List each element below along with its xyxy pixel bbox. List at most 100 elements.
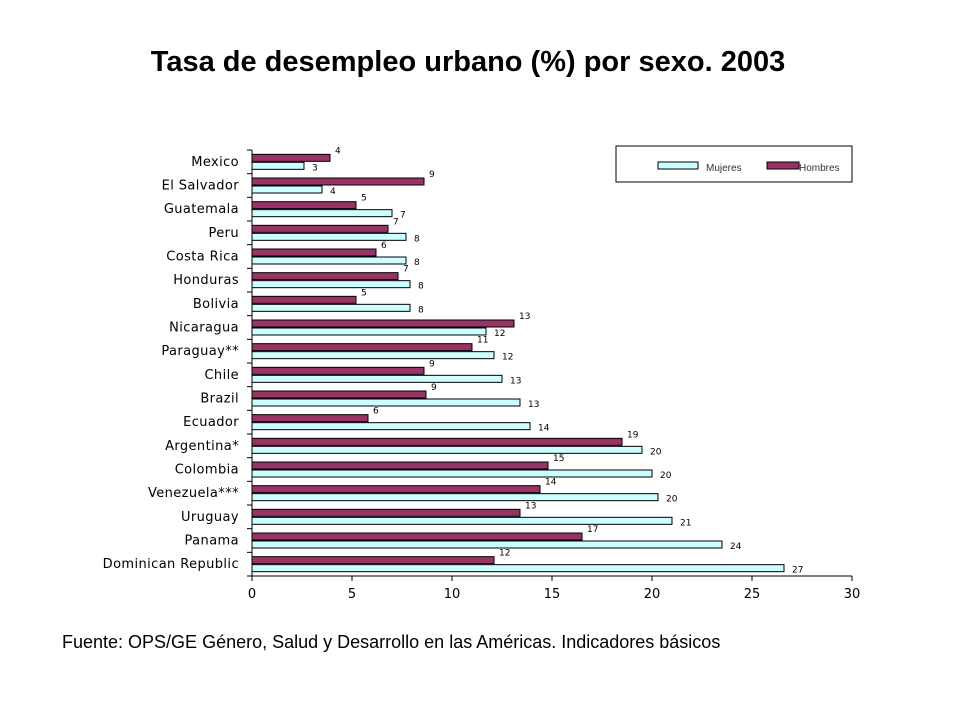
data-label-hombres: 7 xyxy=(393,217,399,227)
category-label: Bolivia xyxy=(193,297,239,312)
x-tick-label: 5 xyxy=(348,587,356,602)
data-label-mujeres: 3 xyxy=(312,163,318,173)
bar-hombres xyxy=(251,319,515,328)
data-label-mujeres: 8 xyxy=(418,305,424,315)
data-label-mujeres: 12 xyxy=(502,353,513,363)
category-label: Dominican Republic xyxy=(103,557,239,572)
x-tick-label: 30 xyxy=(844,587,861,602)
data-label-mujeres: 12 xyxy=(494,329,505,339)
category-label: Venezuela*** xyxy=(148,486,239,501)
data-label-hombres: 11 xyxy=(477,336,488,346)
bar-mujeres xyxy=(251,232,407,241)
bar-hombres xyxy=(251,248,377,257)
data-label-mujeres: 21 xyxy=(680,518,691,528)
x-tick-label: 20 xyxy=(644,587,661,602)
bar-mujeres xyxy=(251,351,495,360)
legend-swatch-hombres xyxy=(766,161,800,170)
x-tick-label: 15 xyxy=(544,587,561,602)
category-label: Ecuador xyxy=(183,415,239,430)
legend-label-mujeres: Mujeres xyxy=(706,163,742,174)
bar-mujeres xyxy=(251,209,393,218)
legend-box xyxy=(615,145,853,183)
category-label: Guatemala xyxy=(164,202,239,217)
bar-hombres xyxy=(251,295,357,304)
data-label-hombres: 15 xyxy=(553,454,564,464)
category-label: Honduras xyxy=(173,273,239,288)
x-tick-label: 10 xyxy=(444,587,461,602)
bar-hombres xyxy=(251,437,623,446)
bar-hombres xyxy=(251,343,473,352)
data-label-hombres: 9 xyxy=(429,359,435,369)
data-label-hombres: 4 xyxy=(335,146,341,156)
data-label-mujeres: 4 xyxy=(330,187,336,197)
bar-mujeres xyxy=(251,374,503,383)
data-label-mujeres: 13 xyxy=(528,400,539,410)
data-label-mujeres: 20 xyxy=(666,495,678,505)
legend-swatch-mujeres xyxy=(657,161,699,170)
data-label-hombres: 12 xyxy=(499,549,510,559)
data-label-hombres: 9 xyxy=(429,170,435,180)
category-label: Colombia xyxy=(175,463,239,478)
bar-mujeres xyxy=(251,161,305,170)
data-label-hombres: 13 xyxy=(519,312,530,322)
data-label-mujeres: 8 xyxy=(414,234,420,244)
bar-hombres xyxy=(251,508,521,517)
category-label: Peru xyxy=(208,226,239,241)
bar-mujeres xyxy=(251,564,785,573)
category-label: Uruguay xyxy=(181,510,239,525)
data-label-mujeres: 27 xyxy=(792,566,803,576)
category-label: Chile xyxy=(204,368,239,383)
category-label: Costa Rica xyxy=(166,250,239,265)
category-label: Brazil xyxy=(200,392,239,407)
data-label-mujeres: 14 xyxy=(538,424,550,434)
chart-title: Tasa de desempleo urbano (%) por sexo. 2… xyxy=(150,46,786,78)
bar-mujeres xyxy=(251,185,323,194)
category-label: El Salvador xyxy=(162,179,240,194)
bar-hombres xyxy=(251,556,495,565)
data-label-hombres: 19 xyxy=(627,430,639,440)
bar-hombres xyxy=(251,461,549,470)
bar-hombres xyxy=(251,177,425,186)
bar-mujeres xyxy=(251,422,531,431)
bar-mujeres xyxy=(251,327,487,336)
bar-mujeres xyxy=(251,398,521,407)
bar-mujeres xyxy=(251,516,673,525)
bar-hombres xyxy=(251,272,399,281)
bar-mujeres xyxy=(251,445,643,454)
legend-label-hombres: Hombres xyxy=(799,163,840,174)
bar-mujeres xyxy=(251,303,411,312)
data-label-mujeres: 7 xyxy=(400,211,406,221)
bar-mujeres xyxy=(251,493,659,502)
bar-hombres xyxy=(251,224,389,233)
data-label-hombres: 13 xyxy=(525,501,536,511)
x-tick-label: 0 xyxy=(248,587,256,602)
data-label-hombres: 9 xyxy=(431,383,437,393)
bar-mujeres xyxy=(251,256,407,265)
category-label: Mexico xyxy=(191,155,239,170)
bar-hombres xyxy=(251,153,331,162)
data-label-mujeres: 20 xyxy=(660,471,672,481)
bar-hombres xyxy=(251,485,541,494)
data-label-mujeres: 13 xyxy=(510,376,521,386)
bar-hombres xyxy=(251,414,369,423)
x-tick-label: 25 xyxy=(744,587,761,602)
data-label-hombres: 7 xyxy=(403,265,409,275)
data-label-mujeres: 24 xyxy=(730,542,742,552)
source-note: Fuente: OPS/GE Género, Salud y Desarroll… xyxy=(62,632,721,652)
data-label-mujeres: 8 xyxy=(414,258,420,268)
data-label-hombres: 5 xyxy=(361,194,367,204)
bar-hombres xyxy=(251,201,357,210)
bar-mujeres xyxy=(251,280,411,289)
category-label: Paraguay** xyxy=(161,344,239,359)
bar-hombres xyxy=(251,532,583,541)
bar-mujeres xyxy=(251,540,723,549)
category-label: Argentina* xyxy=(165,439,239,454)
data-label-mujeres: 8 xyxy=(418,282,424,292)
category-label: Panama xyxy=(185,534,239,549)
data-label-hombres: 6 xyxy=(381,241,387,251)
data-label-hombres: 5 xyxy=(361,288,367,298)
bar-hombres xyxy=(251,390,427,399)
data-label-hombres: 14 xyxy=(545,478,557,488)
category-label: Nicaragua xyxy=(169,321,239,336)
